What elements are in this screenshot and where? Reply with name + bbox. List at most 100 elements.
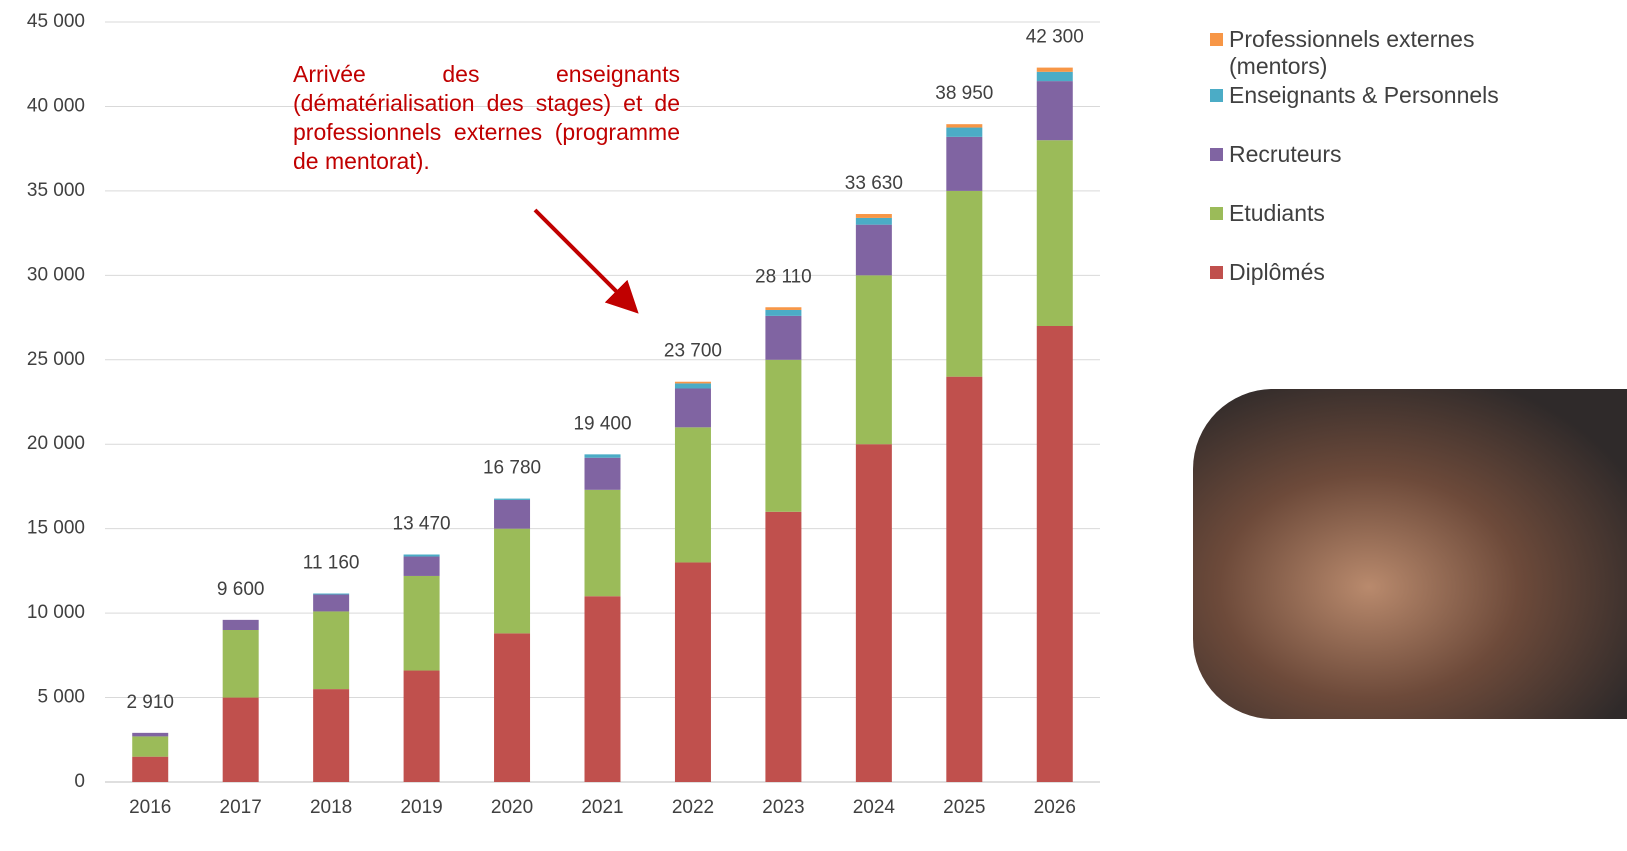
y-tick-label: 45 000 <box>27 11 85 32</box>
bar-segment <box>946 376 983 782</box>
bar-segment <box>313 593 350 595</box>
x-tick-label: 2019 <box>400 797 442 818</box>
legend-swatch <box>1210 33 1223 46</box>
legend-label: Professionnels externes (mentors) <box>1229 26 1475 79</box>
x-tick-label: 2020 <box>491 797 533 818</box>
bar-segment <box>855 214 892 218</box>
bar-segment <box>765 315 802 360</box>
legend-swatch <box>1210 89 1223 102</box>
total-label: 11 160 <box>303 553 360 574</box>
bar-segment <box>584 457 621 490</box>
bar-segment <box>313 594 350 612</box>
legend-item: Etudiants <box>1210 200 1627 227</box>
legend-label: Recruteurs <box>1229 141 1342 167</box>
bar-segment <box>765 511 802 782</box>
bar-segment <box>674 381 711 384</box>
x-tick-label: 2026 <box>1034 797 1076 818</box>
y-tick-label: 25 000 <box>27 349 85 370</box>
bar-segment <box>855 275 892 445</box>
total-label: 33 630 <box>845 173 903 194</box>
bar-segment <box>765 307 802 310</box>
legend-item: Professionnels externes (mentors) <box>1210 26 1627 80</box>
legend-swatch <box>1210 266 1223 279</box>
total-label: 13 470 <box>393 514 451 535</box>
bar-segment <box>765 309 802 316</box>
legend-swatch <box>1210 207 1223 220</box>
bar-segment <box>1036 140 1073 326</box>
bar-segment <box>313 611 350 690</box>
legend-label: Diplômés <box>1229 259 1325 285</box>
bar-segment <box>403 554 440 557</box>
x-tick-label: 2018 <box>310 797 352 818</box>
bar-segment <box>584 596 621 782</box>
bar-segment <box>584 489 621 597</box>
x-tick-label: 2025 <box>943 797 985 818</box>
bar-segment <box>1036 67 1073 72</box>
bar-segment <box>222 697 259 782</box>
y-tick-label: 0 <box>74 771 85 792</box>
total-label: 28 110 <box>755 266 812 287</box>
y-tick-label: 40 000 <box>27 95 85 116</box>
bar-segment <box>584 454 621 458</box>
bar-segment <box>674 427 711 563</box>
bar-segment <box>946 136 983 191</box>
y-tick-label: 10 000 <box>27 602 85 623</box>
x-tick-label: 2021 <box>581 797 623 818</box>
bar-segment <box>855 217 892 225</box>
bar-segment <box>1036 81 1073 141</box>
bar-segment <box>313 689 350 782</box>
bar-segment <box>1036 71 1073 82</box>
bar-segment <box>946 124 983 128</box>
bar-segment <box>674 562 711 782</box>
legend-swatch <box>1210 148 1223 161</box>
total-label: 38 950 <box>935 83 993 104</box>
total-label: 9 600 <box>217 579 265 600</box>
legend-item: Recruteurs <box>1210 141 1627 168</box>
y-tick-label: 5 000 <box>37 687 85 708</box>
total-label: 19 400 <box>573 413 631 434</box>
bar-segment <box>494 498 531 500</box>
y-tick-label: 35 000 <box>27 180 85 201</box>
legend-label: Etudiants <box>1229 200 1325 226</box>
chart: 0 5 000 10 000 15 000 20 000 25 000 30 000 35 0… <box>27 11 1100 818</box>
total-label: 16 780 <box>483 458 541 479</box>
bar-segment <box>132 736 169 757</box>
bar-segment <box>132 732 169 737</box>
legend-label: Enseignants & Personnels <box>1229 82 1499 108</box>
bar-segment <box>855 444 892 782</box>
y-tick-label: 20 000 <box>27 433 85 454</box>
bar-segment <box>674 388 711 428</box>
x-tick-label: 2023 <box>762 797 804 818</box>
annotation: Arrivée des enseignants (dématérialisati… <box>293 61 680 174</box>
bar-segment <box>403 575 440 671</box>
x-tick-label: 2017 <box>220 797 262 818</box>
bar-segment <box>494 499 531 529</box>
bar-segment <box>132 756 169 782</box>
legend: Professionnels externes (mentors) Enseign… <box>1210 26 1627 286</box>
bar-segment <box>222 630 259 698</box>
bar-segment <box>946 190 983 377</box>
bar-segment <box>494 633 531 782</box>
bar-segment <box>222 619 259 630</box>
bar-segment <box>674 383 711 389</box>
legend-item: Diplômés <box>1210 259 1627 286</box>
x-tick-label: 2024 <box>853 797 896 818</box>
photo <box>1193 389 1627 719</box>
bar-segment <box>1036 326 1073 782</box>
total-label: 42 300 <box>1026 27 1084 48</box>
bar-segment <box>494 528 531 634</box>
x-tick-label: 2022 <box>672 797 714 818</box>
x-tick-label: 2016 <box>129 797 171 818</box>
y-tick-label: 15 000 <box>27 518 85 539</box>
bar-segment <box>403 556 440 576</box>
annotation-arrow <box>533 208 639 314</box>
bar-segment <box>765 359 802 512</box>
bar-segment <box>855 224 892 276</box>
y-tick-label: 30 000 <box>27 264 85 285</box>
total-label: 2 910 <box>126 692 174 713</box>
bar-segment <box>946 127 983 137</box>
legend-item: Enseignants & Personnels <box>1210 82 1627 109</box>
total-label: 23 700 <box>664 341 722 362</box>
bar-segment <box>403 670 440 782</box>
